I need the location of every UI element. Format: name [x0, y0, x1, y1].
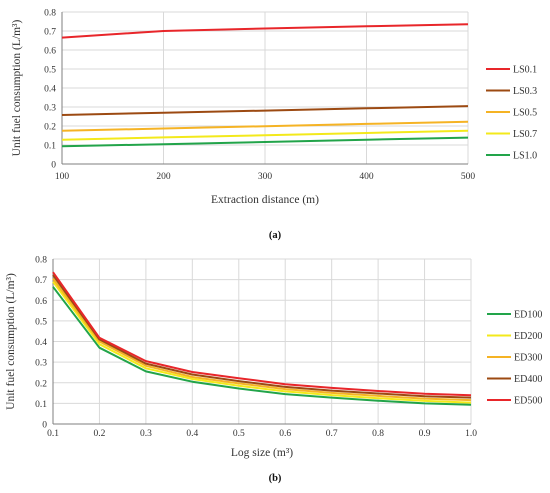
x-tick-label: 0.6 [279, 429, 291, 439]
x-tick-label: 0.8 [372, 429, 384, 439]
y-tick-label: 0.4 [44, 85, 56, 95]
y-tick-label: 0.8 [35, 256, 47, 266]
y-tick-label: 0.3 [44, 104, 56, 114]
y-tick-label: 0.6 [35, 297, 47, 307]
x-axis-title: Log size (m³) [231, 447, 293, 459]
legend-label: LS0.7 [513, 129, 537, 140]
legend-label: ED400 [514, 374, 542, 385]
x-tick-label: 0.4 [186, 429, 198, 439]
x-tick-label: 400 [359, 172, 374, 182]
y-tick-label: 0.3 [35, 359, 47, 369]
figure-caption: (b) [269, 473, 282, 484]
x-tick-label: 0.7 [326, 429, 338, 439]
y-axis-title: Unit fuel consumption (L/m³) [5, 273, 17, 410]
y-tick-label: 0.1 [44, 142, 56, 152]
y-tick-label: 0.8 [44, 9, 56, 19]
y-tick-label: 0.2 [44, 123, 56, 133]
chart-a: 0 0.1 0.2 0.3 0.4 0.5 0.6 0.7 0.8 100 200 300 400 500… [11, 9, 537, 242]
series-line-ls0-5 [61, 120, 469, 132]
y-tick-label: 0.7 [35, 276, 47, 286]
y-axis-title: Unit fuel consumption (L/m³) [11, 20, 23, 157]
x-tick-label: 100 [55, 172, 70, 182]
y-tick-label: 0 [51, 161, 56, 171]
legend-label: ED500 [514, 396, 542, 407]
legend-label: LS0.1 [513, 65, 537, 76]
y-tick-label: 0.2 [35, 379, 47, 389]
x-tick-label: 0.2 [94, 429, 106, 439]
y-tick-label: 0.7 [44, 28, 56, 38]
figure-caption: (a) [269, 230, 282, 241]
chart-b: 00.10.20.30.40.50.60.70.80.1 0.2 0.3 0.4 0.5… [5, 256, 542, 485]
legend-label: ED100 [514, 310, 542, 321]
y-tick-label: 0.4 [35, 338, 47, 348]
y-tick-label: 0 [42, 421, 47, 431]
series-line-ed400 [52, 274, 472, 399]
series-line-ls0-3 [61, 105, 469, 116]
series-line-ls0-1 [61, 23, 469, 39]
series-line-ls1-0 [61, 136, 469, 148]
series-line-ed200 [52, 281, 472, 404]
legend-label: ED300 [514, 353, 542, 364]
series-line-ls0-7 [61, 129, 469, 141]
legend-label: LS0.5 [513, 108, 537, 119]
x-axis-title: Extraction distance (m) [211, 194, 319, 206]
y-tick-label: 0.5 [44, 66, 56, 76]
x-tick-label: 1.0 [465, 429, 477, 439]
legend-label: LS0.3 [513, 86, 537, 97]
series-line-ed500 [52, 271, 472, 397]
x-tick-label: 300 [258, 172, 273, 182]
legend-label: LS1.0 [513, 151, 537, 162]
legend-label: ED200 [514, 331, 542, 342]
y-tick-label: 0.5 [35, 317, 47, 327]
x-tick-label: 200 [156, 172, 171, 182]
x-tick-label: 0.5 [233, 429, 245, 439]
series-line-ed300 [52, 278, 472, 402]
y-tick-label: 0.6 [44, 47, 56, 57]
x-tick-label: 500 [461, 172, 476, 182]
x-tick-label: 0.1 [47, 429, 59, 439]
y-tick-label: 0.1 [35, 400, 47, 410]
x-tick-label: 0.3 [140, 429, 152, 439]
x-tick-label: 0.9 [419, 429, 431, 439]
series-line-ed100 [52, 286, 472, 406]
